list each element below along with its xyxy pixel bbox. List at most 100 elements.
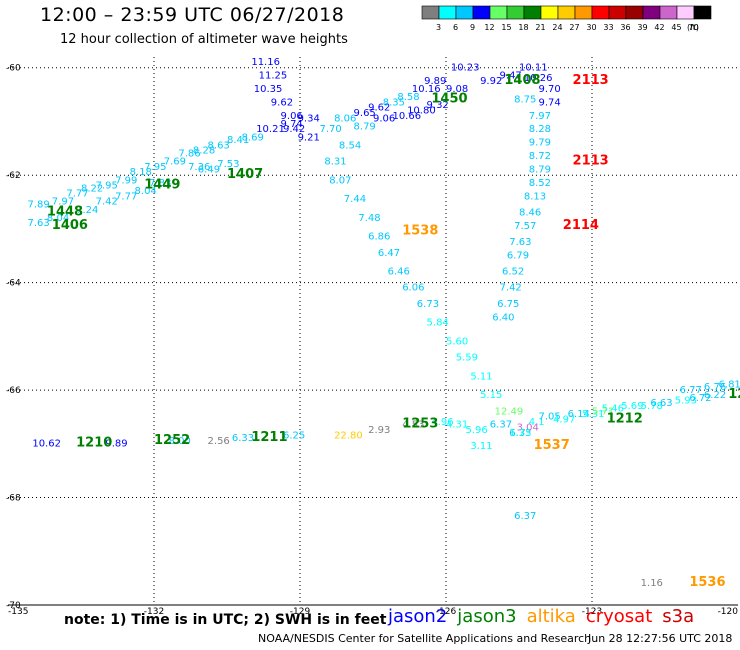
legend-swatch (557, 5, 576, 20)
legend-bin-label: 24 (552, 23, 562, 32)
wave-height-label: 6.49 (198, 165, 220, 176)
wave-height-label: 4.1 (529, 417, 545, 428)
wave-height-label: 8.04 (135, 186, 157, 197)
wave-height-label: 9.89 (105, 439, 127, 450)
wave-height-label: 9.32 (427, 100, 449, 111)
wave-height-label: 8.46 (519, 207, 541, 218)
wave-height-label: 7.05 (538, 412, 560, 423)
y-tick-label: -64 (6, 279, 21, 289)
wave-height-label: 9.06 (373, 113, 395, 124)
wave-height-label: 6.75 (497, 299, 519, 310)
wave-height-label: 9.92 (480, 76, 502, 87)
wave-height-label: 7.42 (500, 283, 522, 294)
wave-height-label: 10.11 (519, 62, 548, 73)
legend-bin-label: 33 (603, 23, 613, 32)
wave-height-label: 5.78 (641, 401, 663, 412)
legend-bin-label: 3 (436, 23, 441, 32)
wave-height-label: 5.96 (465, 425, 487, 436)
wave-height-label: 22.80 (334, 430, 363, 441)
wave-height-label: 7.97 (52, 197, 74, 208)
x-tick-label: -132 (144, 607, 164, 617)
wave-height-label: 8.28 (193, 146, 215, 157)
grid-lines (8, 57, 738, 605)
wave-height-label: 8.52 (529, 178, 551, 189)
legend-swatch (506, 5, 525, 20)
footer-timestamp: Jun 28 12:27:56 UTC 2018 (588, 632, 733, 645)
wave-height-label: 10.26 (524, 73, 553, 84)
legend-swatch (642, 5, 661, 20)
track-id-label: 2113 (573, 153, 609, 168)
legend-bin-label: 36 (620, 23, 630, 32)
legend-swatch (574, 5, 593, 20)
wave-height-label: 8.63 (208, 140, 230, 151)
wave-height-label: 8.72 (529, 151, 551, 162)
wave-height-label: 6.37 (514, 511, 536, 522)
track-id-label: 2113 (573, 73, 609, 88)
track-id-label: 1537 (534, 438, 570, 453)
wave-height-label: 9.65 (354, 108, 376, 119)
legend-swatch (591, 5, 610, 20)
wave-height-label: 1.75 (509, 428, 531, 439)
wave-height-label: 8.04 (47, 213, 69, 224)
plot-frame (7, 56, 739, 606)
wave-height-label: 7.63 (27, 218, 49, 229)
wave-height-label: 12.49 (495, 406, 524, 417)
legend-bin-label: 70 (688, 23, 698, 32)
wave-height-label: 11.25 (259, 70, 288, 81)
wave-height-label: 9.34 (298, 113, 320, 124)
wave-height-label: 8.75 (514, 95, 536, 106)
legend-swatch (438, 5, 457, 20)
x-tick-label: -129 (290, 607, 311, 617)
wave-height-label: 4.96 (431, 417, 453, 428)
wave-height-label: 6.86 (368, 232, 390, 243)
wave-height-label: 7.53 (217, 159, 239, 170)
wave-height-label: 6.25 (283, 430, 305, 441)
legend-bin-label: 42 (654, 23, 664, 32)
wave-height-label: 10.80 (407, 105, 436, 116)
x-tick-label: -126 (436, 607, 457, 617)
wave-height-label: 6.79 (507, 250, 529, 261)
wave-height-label: 6.72 (689, 393, 711, 404)
satellite-name-jason2: jason2 (388, 606, 448, 627)
legend-swatch (693, 5, 712, 20)
wave-height-label: 6.06 (402, 283, 424, 294)
legend-swatch (540, 5, 559, 20)
wave-height-label: 9.62 (271, 97, 293, 108)
wave-height-label: 5.93 (675, 396, 697, 407)
wave-height-label: 9.89 (424, 76, 446, 87)
wave-height-label: 5.84 (427, 318, 449, 329)
track-id-label: 125 (728, 387, 740, 402)
wave-height-label: 7.63 (509, 237, 531, 248)
wave-height-label: 6.76 (704, 382, 726, 393)
wave-height-label: 6.81 (719, 379, 740, 390)
wave-height-label: 5.71 (592, 406, 614, 417)
wave-height-label: 3.11 (470, 441, 492, 452)
wave-height-label: 6.40 (492, 312, 514, 323)
wave-height-label: 9.21 (298, 132, 320, 143)
legend-swatch (608, 5, 627, 20)
wave-height-label: 9.47 (500, 70, 522, 81)
wave-height-label: 7.48 (358, 213, 380, 224)
track-id-label: 1252 (154, 433, 190, 448)
wave-height-label: 7.83 (149, 178, 171, 189)
wave-height-label: 8.35 (383, 97, 405, 108)
wave-height-label: 5.11 (470, 371, 492, 382)
track-id-label: 1408 (504, 73, 540, 88)
wave-height-label: 5.31 (582, 409, 604, 420)
wave-height-label: 6.77 (680, 385, 702, 396)
wave-height-label: 3.04 (517, 422, 539, 433)
wave-height-label: 9.42 (283, 124, 305, 135)
page-title: 12:00 – 23:59 UTC 06/27/2018 (40, 4, 345, 26)
satellite-name-s3a: s3a (662, 606, 695, 627)
legend-bin-label: 21 (535, 23, 545, 32)
wave-height-label: 8.07 (329, 175, 351, 186)
wave-height-label: 7.95 (144, 162, 166, 173)
legend-swatch (676, 5, 695, 20)
wave-height-label: 10.16 (412, 84, 441, 95)
wave-height-label: 7.69 (164, 156, 186, 167)
wave-height-label: 9.70 (538, 84, 560, 95)
legend-swatch (455, 5, 474, 20)
wave-height-label: 8.13 (524, 191, 546, 202)
wave-height-label: 6.37 (490, 420, 512, 431)
wave-height-label: 7.77 (66, 189, 88, 200)
